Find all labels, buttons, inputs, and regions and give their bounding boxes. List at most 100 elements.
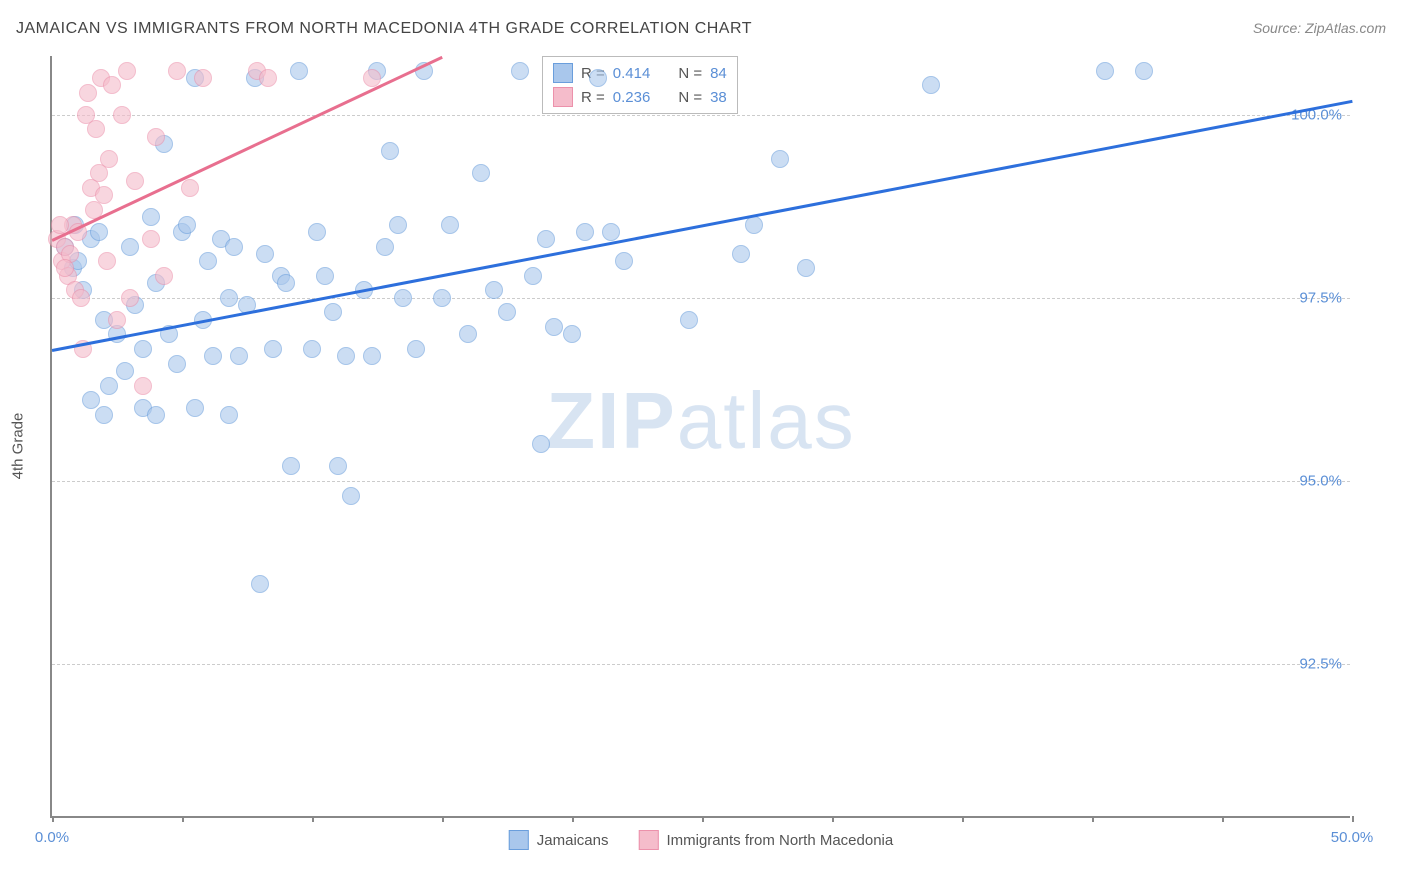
data-point bbox=[113, 106, 131, 124]
data-point bbox=[79, 84, 97, 102]
data-point bbox=[181, 179, 199, 197]
data-point bbox=[87, 120, 105, 138]
data-point bbox=[545, 318, 563, 336]
data-point bbox=[142, 230, 160, 248]
data-point bbox=[204, 347, 222, 365]
data-point bbox=[251, 575, 269, 593]
data-point bbox=[394, 289, 412, 307]
data-point bbox=[732, 245, 750, 263]
x-tick bbox=[962, 816, 964, 822]
data-point bbox=[95, 186, 113, 204]
data-point bbox=[277, 274, 295, 292]
x-tick bbox=[1352, 816, 1354, 822]
data-point bbox=[121, 289, 139, 307]
x-tick-label: 50.0% bbox=[1331, 829, 1374, 846]
swatch-series-1 bbox=[553, 63, 573, 83]
r-value-1: 0.414 bbox=[613, 65, 651, 82]
trend-line bbox=[52, 100, 1352, 352]
data-point bbox=[116, 362, 134, 380]
data-point bbox=[602, 223, 620, 241]
chart-title: JAMAICAN VS IMMIGRANTS FROM NORTH MACEDO… bbox=[16, 20, 752, 38]
data-point bbox=[563, 325, 581, 343]
data-point bbox=[589, 69, 607, 87]
x-tick bbox=[832, 816, 834, 822]
x-tick bbox=[52, 816, 54, 822]
data-point bbox=[472, 164, 490, 182]
data-point bbox=[324, 303, 342, 321]
x-tick bbox=[1092, 816, 1094, 822]
data-point bbox=[225, 238, 243, 256]
series-legend: Jamaicans Immigrants from North Macedoni… bbox=[509, 830, 893, 850]
swatch-series-2-bottom bbox=[638, 830, 658, 850]
gridline bbox=[52, 481, 1350, 482]
data-point bbox=[363, 347, 381, 365]
data-point bbox=[537, 230, 555, 248]
data-point bbox=[142, 208, 160, 226]
x-tick-label: 0.0% bbox=[35, 829, 69, 846]
data-point bbox=[524, 267, 542, 285]
data-point bbox=[797, 259, 815, 277]
data-point bbox=[155, 267, 173, 285]
data-point bbox=[147, 128, 165, 146]
n-value-2: 38 bbox=[710, 89, 727, 106]
data-point bbox=[82, 391, 100, 409]
data-point bbox=[615, 252, 633, 270]
n-label: N = bbox=[678, 89, 702, 106]
data-point bbox=[771, 150, 789, 168]
legend-row-1: R = 0.414 N = 84 bbox=[553, 61, 727, 85]
data-point bbox=[441, 216, 459, 234]
data-point bbox=[126, 172, 144, 190]
data-point bbox=[433, 289, 451, 307]
data-point bbox=[134, 377, 152, 395]
y-tick-label: 97.5% bbox=[1299, 289, 1342, 306]
y-tick-label: 92.5% bbox=[1299, 656, 1342, 673]
legend-label-1: Jamaicans bbox=[537, 832, 609, 849]
data-point bbox=[303, 340, 321, 358]
legend-item-2: Immigrants from North Macedonia bbox=[638, 830, 893, 850]
data-point bbox=[498, 303, 516, 321]
x-tick bbox=[442, 816, 444, 822]
swatch-series-1-bottom bbox=[509, 830, 529, 850]
swatch-series-2 bbox=[553, 87, 573, 107]
data-point bbox=[1096, 62, 1114, 80]
data-point bbox=[220, 289, 238, 307]
data-point bbox=[290, 62, 308, 80]
data-point bbox=[342, 487, 360, 505]
data-point bbox=[282, 457, 300, 475]
gridline bbox=[52, 664, 1350, 665]
y-tick-label: 95.0% bbox=[1299, 472, 1342, 489]
data-point bbox=[485, 281, 503, 299]
data-point bbox=[532, 435, 550, 453]
data-point bbox=[98, 252, 116, 270]
watermark: ZIPatlas bbox=[546, 375, 855, 467]
data-point bbox=[186, 399, 204, 417]
data-point bbox=[680, 311, 698, 329]
x-tick bbox=[1222, 816, 1224, 822]
data-point bbox=[103, 76, 121, 94]
data-point bbox=[308, 223, 326, 241]
data-point bbox=[147, 406, 165, 424]
data-point bbox=[230, 347, 248, 365]
r-value-2: 0.236 bbox=[613, 89, 651, 106]
n-value-1: 84 bbox=[710, 65, 727, 82]
legend-item-1: Jamaicans bbox=[509, 830, 609, 850]
data-point bbox=[1135, 62, 1153, 80]
data-point bbox=[407, 340, 425, 358]
x-tick bbox=[702, 816, 704, 822]
x-tick bbox=[312, 816, 314, 822]
data-point bbox=[922, 76, 940, 94]
data-point bbox=[100, 377, 118, 395]
legend-row-2: R = 0.236 N = 38 bbox=[553, 85, 727, 109]
data-point bbox=[118, 62, 136, 80]
plot-area: ZIPatlas R = 0.414 N = 84 R = 0.236 N = … bbox=[50, 56, 1350, 818]
y-axis-label: 4th Grade bbox=[10, 413, 27, 480]
data-point bbox=[178, 216, 196, 234]
x-tick bbox=[182, 816, 184, 822]
data-point bbox=[329, 457, 347, 475]
data-point bbox=[72, 289, 90, 307]
legend-label-2: Immigrants from North Macedonia bbox=[666, 832, 893, 849]
data-point bbox=[168, 62, 186, 80]
data-point bbox=[576, 223, 594, 241]
data-point bbox=[134, 340, 152, 358]
data-point bbox=[381, 142, 399, 160]
